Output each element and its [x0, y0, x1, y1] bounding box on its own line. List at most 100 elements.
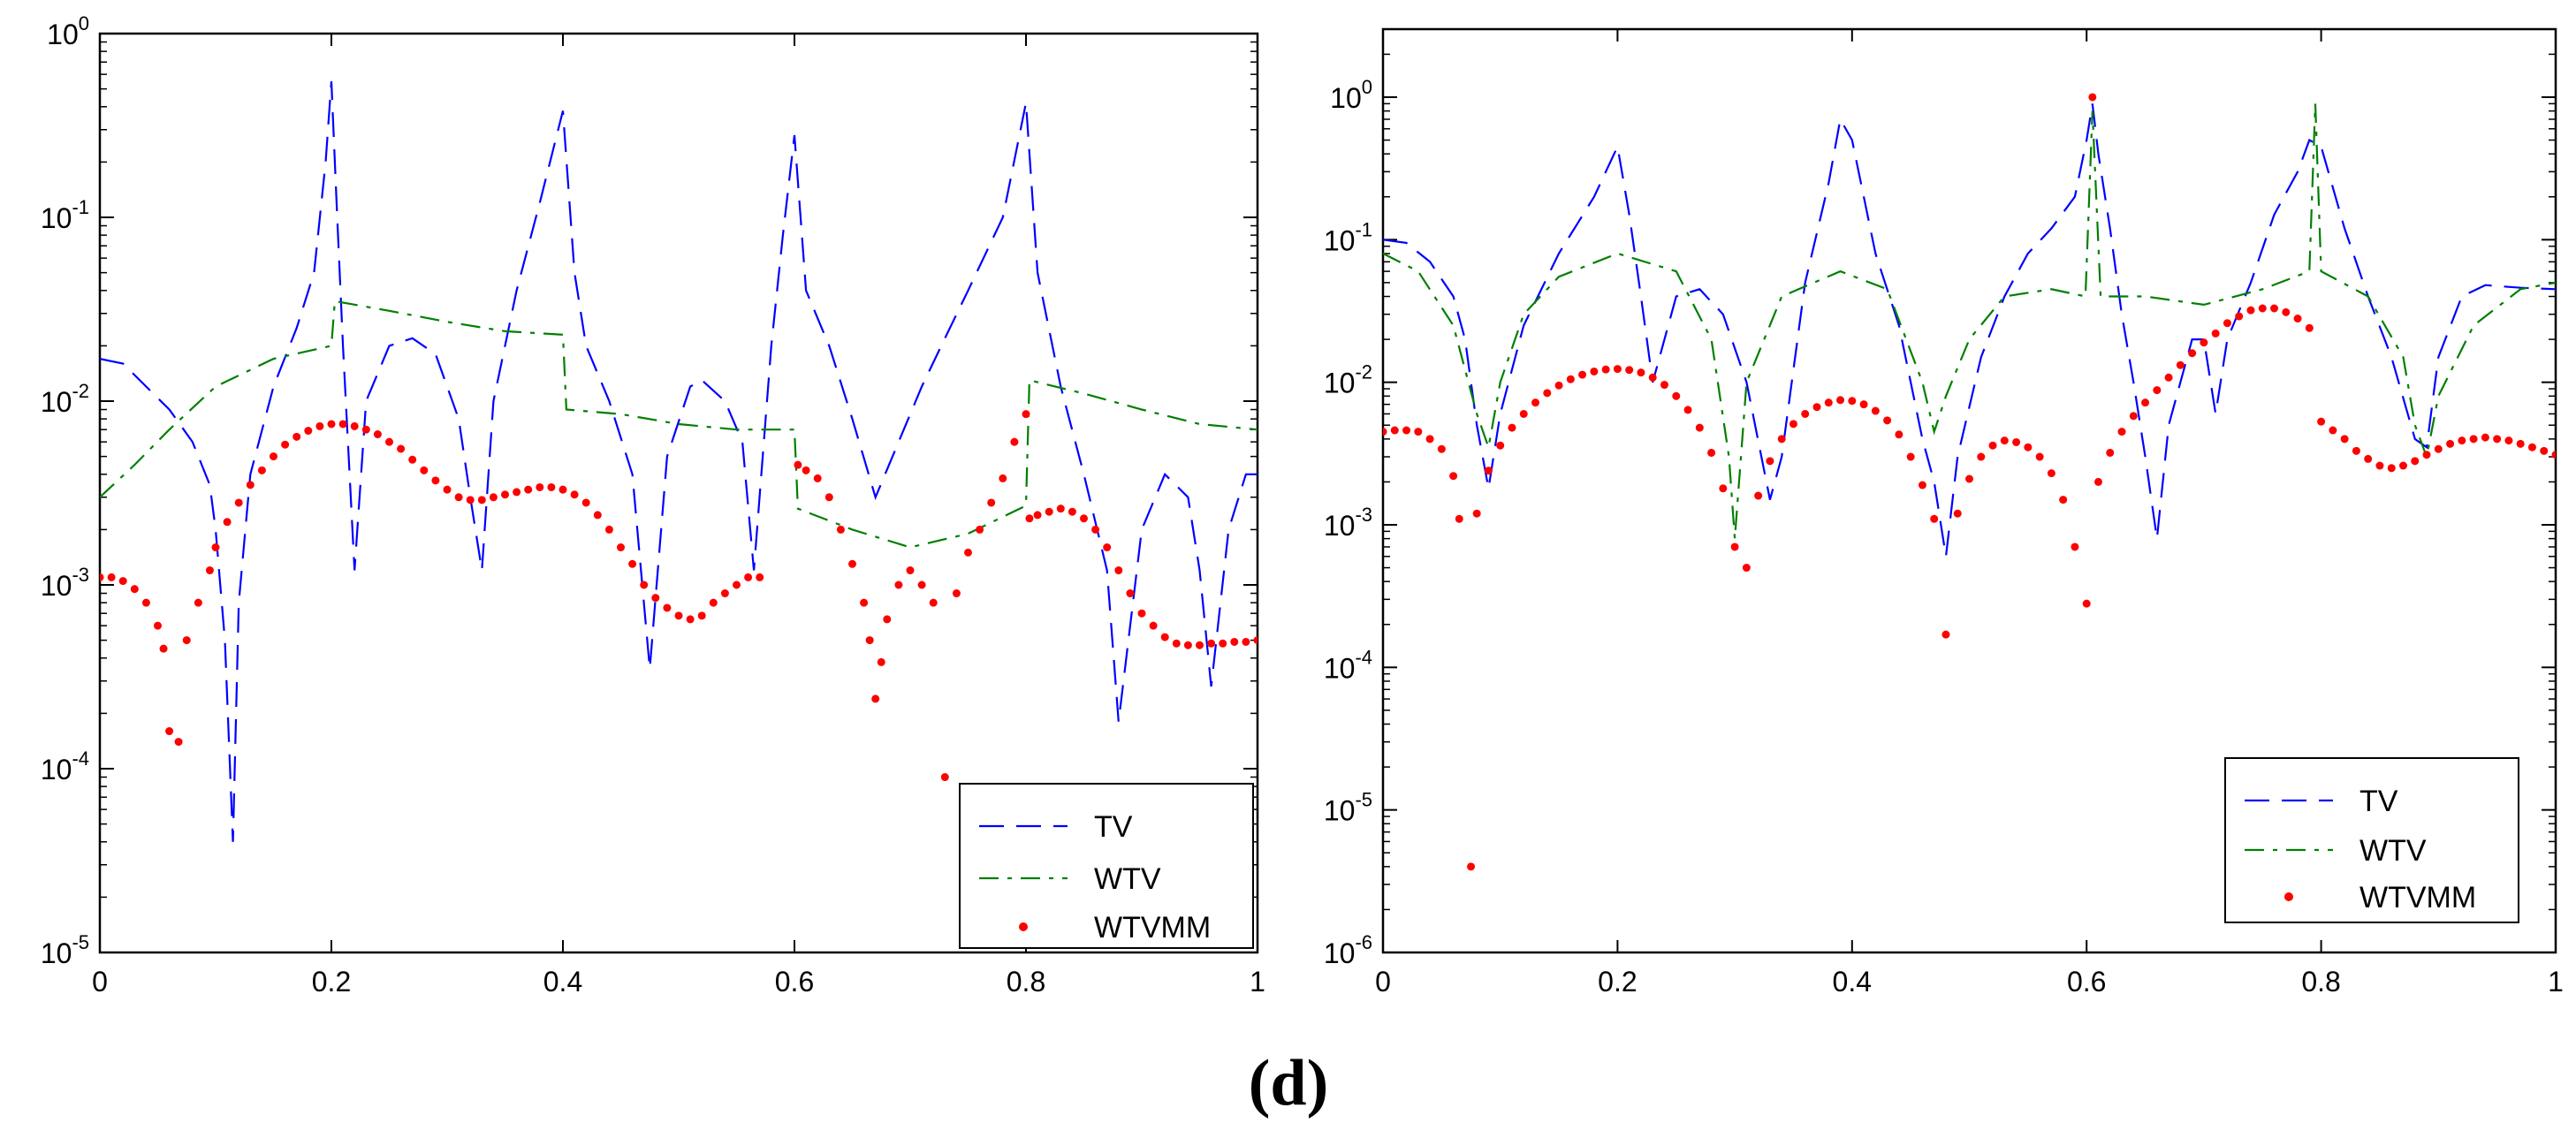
- series-wtvmm-point: [338, 420, 347, 429]
- series-wtvmm-point: [1824, 398, 1833, 407]
- y-tick-label: 10-4: [1324, 646, 1372, 684]
- y-tick-label: 10-5: [1324, 789, 1372, 827]
- series-wtvmm-point: [860, 598, 869, 607]
- y-tick-label: 10-3: [41, 564, 89, 602]
- series-wtvmm-point: [1801, 409, 1810, 418]
- series-wtvmm-point: [1126, 589, 1135, 598]
- x-tick-label: 0: [1375, 966, 1391, 998]
- series-wtvmm-point: [454, 493, 463, 502]
- series-wtvmm-point: [159, 644, 168, 653]
- series-wtvmm-point: [1895, 430, 1904, 439]
- legend: TV WTV WTVMM: [2224, 757, 2519, 923]
- series-wtvmm-point: [2082, 599, 2091, 608]
- series-wtvmm-point: [2200, 338, 2208, 347]
- series-wtvmm-point: [524, 485, 533, 494]
- series-wtvmm-point: [1648, 373, 1657, 382]
- series-wtvmm-point: [2458, 436, 2466, 445]
- series-wtvmm-point: [1977, 452, 1986, 461]
- series-wtvmm-point: [1566, 375, 1575, 383]
- series-wtvmm-point: [361, 425, 370, 434]
- series-wtvmm-point: [733, 580, 741, 589]
- y-tick-label: 10-2: [1324, 361, 1372, 399]
- series-wtvmm-point: [2446, 439, 2455, 448]
- series-wtvmm-point: [1730, 542, 1739, 551]
- series-wtvmm-point: [1601, 365, 1610, 374]
- series-wtvmm-point: [489, 493, 498, 502]
- series-wtvmm-point: [1953, 509, 1962, 518]
- series-wtvmm-point: [2000, 436, 2009, 445]
- series-wtvmm-point: [257, 466, 266, 474]
- series-wtvmm-point: [640, 580, 649, 589]
- series-wtvmm-point: [1230, 637, 1239, 646]
- series-wtvmm-point: [234, 498, 243, 507]
- series-wtvmm-point: [1183, 641, 1192, 649]
- legend-wtvmm-label: WTVMM: [2359, 881, 2476, 914]
- series-wtvmm-point: [1683, 406, 1692, 414]
- series-wtvmm-point: [604, 525, 613, 534]
- series-wtvmm-point: [674, 611, 683, 620]
- series-wtvmm-point: [1883, 416, 1892, 425]
- series-wtvmm-point: [1918, 481, 1926, 489]
- series-wtvmm-point: [2129, 412, 2138, 421]
- series-wtvmm-point: [2493, 435, 2502, 444]
- series-wtvmm-point: [1789, 420, 1797, 429]
- series-wtvmm-point: [2071, 542, 2079, 551]
- legend-wtv-label: WTV: [2359, 834, 2427, 868]
- legend-tv-label: TV: [2359, 785, 2398, 818]
- series-wtvmm-point: [2527, 443, 2536, 451]
- x-tick-label: 1: [1250, 966, 1265, 998]
- series-wtvmm-point: [709, 598, 718, 607]
- series-wtvmm-point: [1965, 474, 1973, 483]
- series-wtvmm-point: [130, 585, 139, 594]
- series-wtvmm-point: [1472, 509, 1481, 518]
- series-wtvmm-point: [2246, 306, 2255, 315]
- x-tick-label: 0.6: [2067, 966, 2106, 998]
- series-wtvmm-point: [1496, 441, 1505, 450]
- y-tick-label: 10-3: [1324, 504, 1372, 542]
- series-wtvmm-point: [2012, 437, 2021, 446]
- series-wtvmm-point: [2364, 454, 2373, 463]
- series-wtvmm-point: [2282, 307, 2291, 316]
- series-wtvmm-point: [1449, 472, 1458, 481]
- y-tick-label: 100: [47, 12, 89, 50]
- series-wtvmm-point: [2398, 461, 2407, 470]
- series-wtvmm-point: [1160, 633, 1169, 641]
- series-wtvmm-point: [1091, 525, 1100, 534]
- series-wtvmm-point: [141, 598, 150, 607]
- series-wtvmm-point: [1766, 457, 1774, 466]
- series-wtvmm-point: [1812, 403, 1821, 412]
- series-wtvmm-point: [2106, 448, 2115, 457]
- y-tick-label: 10-5: [41, 931, 89, 969]
- series-wtvmm-point: [1045, 507, 1053, 516]
- series-wtvmm-point: [2329, 426, 2337, 435]
- series-wtvmm-point: [100, 573, 104, 581]
- legend-tv-label: TV: [1094, 810, 1133, 844]
- x-tick-label: 1: [2548, 966, 2564, 998]
- series-wtvmm-point: [1080, 514, 1088, 523]
- series-wtvmm-point: [2258, 304, 2267, 313]
- series-wtvmm-point: [2387, 464, 2396, 473]
- series-wtvmm-point: [617, 543, 625, 552]
- series-wtvmm-point: [1425, 435, 1434, 444]
- series-wtvmm-point: [2164, 373, 2173, 382]
- series-wtvmm-point: [1219, 639, 1227, 648]
- right-plot-panel: 0 0.2 0.4 0.6 0.8 1 100 10-1 10-2 10-3 10-4 10-5 10-…: [1324, 27, 2564, 998]
- series-wtvmm-point: [1941, 630, 1950, 639]
- series-wtvmm-point: [2141, 398, 2150, 407]
- series-wtvmm-point: [154, 621, 162, 630]
- series-wtvmm-point: [720, 589, 729, 598]
- series-wtvmm-point: [883, 615, 892, 624]
- legend-wtvmm-marker: [2284, 892, 2293, 901]
- series-wtvmm-point: [1242, 637, 1250, 646]
- series-wtvmm-point: [877, 657, 885, 666]
- series-wtvmm-point: [1402, 426, 1411, 435]
- series-wtvmm-point: [2024, 443, 2033, 451]
- series-wtvmm-point: [2176, 360, 2185, 369]
- series-wtvmm-point: [1660, 381, 1668, 390]
- series-wtvmm-point: [628, 559, 637, 568]
- series-wtvmm-point: [397, 444, 406, 453]
- series-wtvmm-point: [999, 474, 1007, 482]
- series-wtvmm-point: [1390, 426, 1399, 435]
- series-wtvmm-point: [559, 485, 567, 494]
